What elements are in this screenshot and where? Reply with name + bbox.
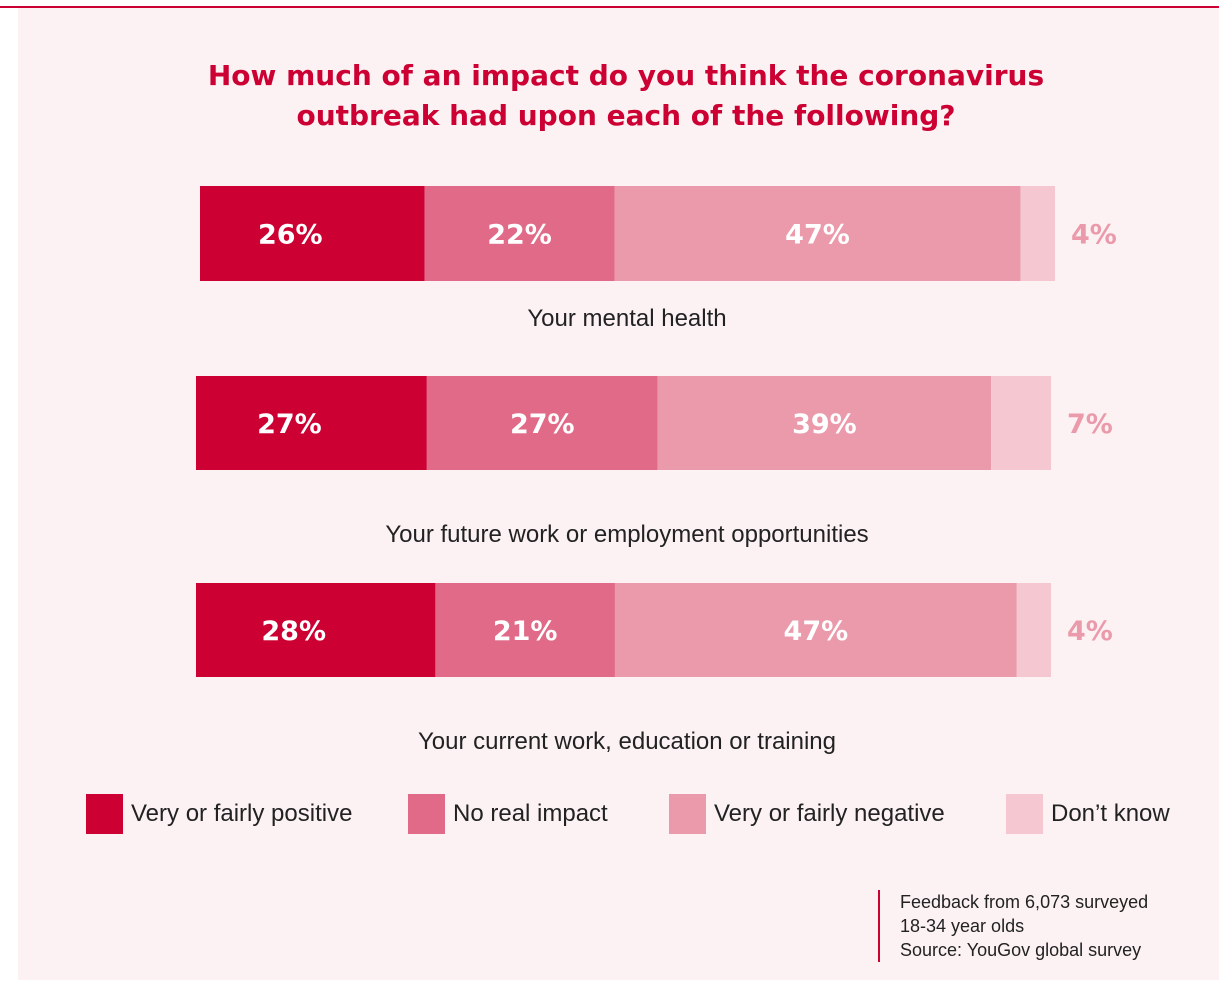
- data-label-no-impact: 21%: [493, 616, 558, 647]
- legend-label-no-impact: No real impact: [453, 800, 608, 827]
- legend-item-dont-know: Don’t know: [1006, 794, 1170, 834]
- legend-label-dont-know: Don’t know: [1051, 800, 1170, 827]
- bar-segment-negative: [657, 376, 992, 470]
- bar-segment-no-impact: [424, 186, 615, 281]
- bar-group-1: 26% 22% 47% 4%: [200, 186, 1117, 281]
- data-label-no-impact: 27%: [510, 409, 575, 440]
- legend-swatch-positive: [86, 794, 123, 834]
- bar-segment-no-impact: [426, 376, 658, 470]
- chart-title: How much of an impact do you think the c…: [40, 56, 1212, 136]
- chart-title-line-2: outbreak had upon each of the following?: [296, 99, 956, 132]
- data-label-dont-know: 4%: [1067, 616, 1113, 647]
- legend-label-negative: Very or fairly negative: [714, 800, 945, 827]
- legend-item-negative: Very or fairly negative: [669, 794, 945, 834]
- footnote-line-1: Feedback from 6,073 surveyed: [900, 892, 1149, 912]
- bar-segment-positive: [196, 376, 427, 470]
- bar-segment-dont-know: [1016, 583, 1051, 677]
- bar-group-3: 28% 21% 47% 4%: [196, 583, 1113, 677]
- data-label-positive: 26%: [258, 220, 323, 251]
- category-label: Your future work or employment opportuni…: [385, 521, 868, 548]
- data-label-no-impact: 22%: [487, 220, 552, 251]
- chart-title-line-1: How much of an impact do you think the c…: [207, 59, 1045, 92]
- data-label-dont-know: 7%: [1067, 409, 1113, 440]
- chart-legend: Very or fairly positive No real impact V…: [0, 794, 1219, 834]
- data-label-positive: 27%: [257, 409, 322, 440]
- legend-item-no-impact: No real impact: [408, 794, 608, 834]
- bar-segment-negative: [614, 583, 1017, 677]
- legend-item-positive: Very or fairly positive: [86, 794, 352, 834]
- data-label-negative: 47%: [785, 220, 850, 251]
- bar-segment-positive: [200, 186, 425, 281]
- data-label-positive: 28%: [261, 616, 326, 647]
- bar-segment-no-impact: [435, 583, 615, 677]
- data-label-negative: 39%: [792, 409, 857, 440]
- bar-segment-dont-know: [991, 376, 1051, 470]
- data-label-dont-know: 4%: [1071, 220, 1117, 251]
- legend-label-positive: Very or fairly positive: [131, 800, 353, 827]
- legend-swatch-no-impact: [408, 794, 445, 834]
- bar-segment-dont-know: [1020, 186, 1055, 281]
- bar-segment-positive: [196, 583, 436, 677]
- legend-swatch-negative: [669, 794, 706, 834]
- top-rule: [0, 6, 1219, 8]
- footnote: Feedback from 6,073 surveyed 18-34 year …: [878, 890, 1198, 962]
- data-label-negative: 47%: [784, 616, 849, 647]
- category-label: Your mental health: [527, 305, 726, 332]
- bar-segment-negative: [614, 186, 1021, 281]
- footnote-line-2: 18-34 year olds: [900, 916, 1025, 936]
- footnote-line-3: Source: YouGov global survey: [900, 940, 1142, 960]
- bar-group-2: 27% 27% 39% 7%: [196, 376, 1113, 470]
- category-label: Your current work, education or training: [418, 728, 836, 755]
- legend-swatch-dont-know: [1006, 794, 1043, 834]
